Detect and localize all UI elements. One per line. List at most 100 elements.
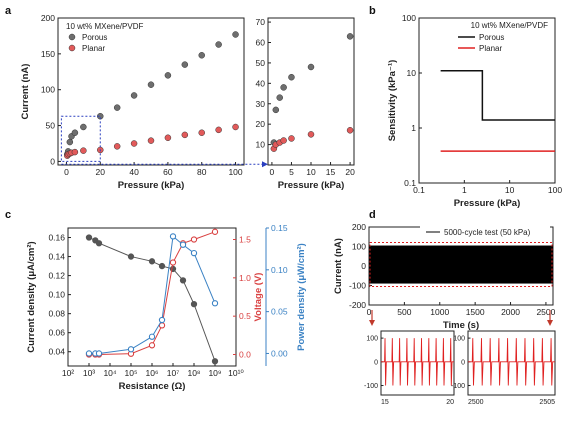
y-tick-label: 100 xyxy=(402,13,416,23)
y-tick-label: 10 xyxy=(407,68,417,78)
data-point-power-density xyxy=(169,233,177,240)
legend-bg xyxy=(420,226,550,238)
legend-label: Porous xyxy=(479,33,504,42)
y3-tick-label: 0.05 xyxy=(271,307,288,317)
data-point-planar xyxy=(71,148,79,156)
chart-c: 10² 10³ 10⁴ 10⁵ 10⁶ 10⁷ 10⁸ 10⁹ 10¹⁰ 0.04 0.06 0.08… xyxy=(26,223,307,392)
chart-d-main: 0 500 1000 1500 2000 2500 -200 -100 0 100 200 Time … xyxy=(333,222,556,331)
x-tick-label: 10⁷ xyxy=(167,368,180,378)
series-line-porous xyxy=(440,69,555,121)
plot-frame xyxy=(418,17,556,184)
x-tick-label: 10⁵ xyxy=(125,368,138,378)
data-point-porous xyxy=(198,52,205,59)
signal-band xyxy=(369,245,553,284)
y-tick-label: 50 xyxy=(256,58,266,68)
data-point-porous xyxy=(113,104,121,111)
data-point-porous xyxy=(164,72,172,79)
y-tick-label: 50 xyxy=(46,121,56,131)
y-tick-label: 0.10 xyxy=(48,290,65,300)
x-tick-label: 80 xyxy=(197,167,207,177)
signal-trace xyxy=(468,338,555,386)
data-point-porous xyxy=(272,106,280,114)
arrow-left-head xyxy=(369,320,375,326)
legend-marker xyxy=(68,33,76,41)
panel-label-c: c xyxy=(5,209,11,221)
data-point-planar xyxy=(288,135,295,142)
y-tick-label: 20 xyxy=(256,119,266,129)
chart-d-inset-1: 15 20 -100 0 100 xyxy=(364,330,455,406)
zoom-arrow-head xyxy=(262,161,268,168)
x-tick-label: 1000 xyxy=(430,307,449,317)
data-point-current-density xyxy=(148,258,156,265)
data-point-planar xyxy=(280,137,287,144)
y-tick-label: 40 xyxy=(256,78,266,88)
y-tick-label: 0.08 xyxy=(48,309,65,319)
x-tick-label: 2500 xyxy=(468,399,484,406)
data-point-power-density xyxy=(190,249,198,257)
panel-label-b: b xyxy=(369,5,376,17)
x-tick-label: 15 xyxy=(326,167,336,177)
data-point-porous xyxy=(147,81,155,88)
data-point-planar xyxy=(147,137,155,144)
zoom-box xyxy=(60,115,101,162)
y2-tick-label: 1.0 xyxy=(239,273,251,283)
y-axis-label: Current density (μA/cm²) xyxy=(26,241,37,352)
data-point-porous xyxy=(276,94,283,101)
legend-title: 10 wt% MXene/PVDF xyxy=(471,21,548,30)
y-tick-label: 70 xyxy=(256,17,266,27)
panel-label-d: d xyxy=(369,209,376,221)
data-point-voltage xyxy=(211,228,219,235)
data-point-planar xyxy=(346,127,354,134)
x-tick-label: 2500 xyxy=(536,307,555,317)
data-point-planar xyxy=(130,140,138,147)
data-point-planar xyxy=(307,131,315,138)
plot-frame xyxy=(57,17,245,166)
data-point-power-density xyxy=(127,346,135,353)
legend-label: Porous xyxy=(82,33,107,42)
x-tick-label: 10⁸ xyxy=(187,368,200,378)
data-point-porous xyxy=(307,63,315,71)
y-tick-label: 100 xyxy=(453,336,465,343)
x-tick-label: 100 xyxy=(548,185,562,195)
data-point-porous xyxy=(181,61,189,68)
x-tick-label: 10² xyxy=(62,368,74,378)
y2-tick-label: 0.5 xyxy=(239,311,251,321)
x-tick-label: 10³ xyxy=(83,368,95,378)
y-tick-label: 100 xyxy=(352,242,366,252)
x-tick-label: 10⁴ xyxy=(103,368,116,378)
x-axis-label: Time (s) xyxy=(443,320,479,331)
y2-axis-label: Voltage (V) xyxy=(253,273,264,322)
data-point-current-density xyxy=(95,240,103,247)
y-tick-label: 0.14 xyxy=(48,252,65,262)
legend-marker xyxy=(68,44,76,52)
x-tick-label: 10⁹ xyxy=(208,368,221,378)
data-point-porous xyxy=(288,73,295,81)
data-point-planar xyxy=(80,147,87,154)
x-tick-label: 15 xyxy=(381,399,389,406)
data-point-planar xyxy=(232,123,239,131)
plot-frame xyxy=(380,330,455,396)
y-tick-label: 1 xyxy=(411,123,416,133)
data-point-porous xyxy=(71,129,79,136)
x-tick-label: 0.1 xyxy=(413,185,425,195)
y3-tick-label: 0.00 xyxy=(271,348,288,358)
data-point-power-density xyxy=(95,350,103,357)
y-axis-label: Current (nA) xyxy=(333,238,344,294)
y2-tick-label: 0.0 xyxy=(239,350,251,360)
y-tick-label: -100 xyxy=(364,383,378,390)
y3-tick-label: 0.15 xyxy=(271,223,288,233)
y2-tick-label: 1.5 xyxy=(239,235,251,245)
x-tick-label: 40 xyxy=(129,167,139,177)
y-axis-label: Current (nA) xyxy=(20,64,31,120)
data-point-planar xyxy=(215,126,222,134)
data-point-porous xyxy=(66,138,74,146)
y-tick-label: 100 xyxy=(41,85,55,95)
y3-axis-label: Power density (μW/cm²) xyxy=(296,243,307,351)
y-tick-label: -100 xyxy=(451,383,465,390)
x-tick-label: 0 xyxy=(64,167,69,177)
x-tick-label: 1 xyxy=(462,185,467,195)
data-point-voltage xyxy=(190,236,198,243)
data-point-current-density xyxy=(85,234,93,241)
y3-tick-label: 0.10 xyxy=(271,265,288,275)
